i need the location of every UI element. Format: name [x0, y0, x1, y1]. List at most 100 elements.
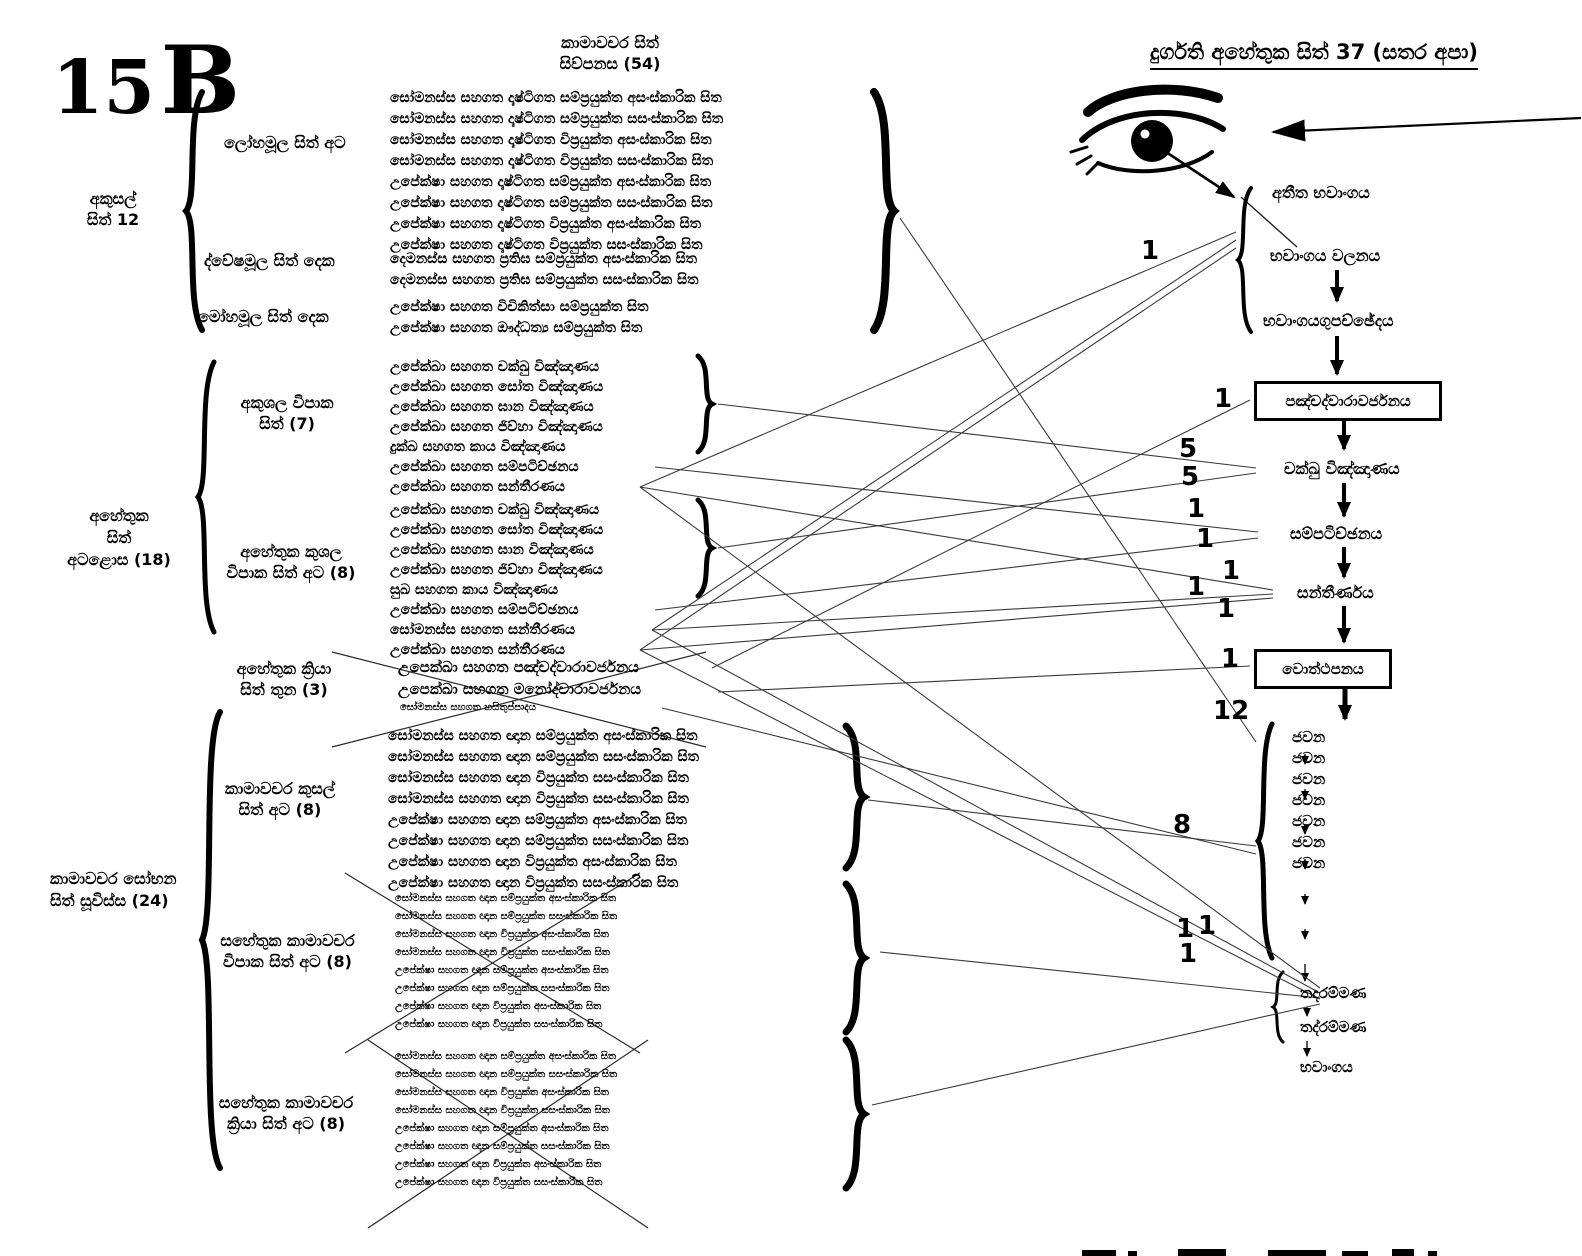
flow-node-pancadvaravajjana: පඤ්චද්වාරාවර්ජනය	[1285, 392, 1411, 410]
main-title-line1: කාමාවචර සිත්	[561, 33, 659, 52]
list-item: උපේක්ඛා සහගත චක්ඛු විඤ්ඤාණය	[390, 359, 600, 375]
list-item: උපේක්ෂා සහගත ඥාන සම්ප්‍රයුක්ත අසංස්කාරික…	[388, 812, 687, 828]
count-label: 12	[1213, 696, 1250, 726]
page-number: 15	[52, 45, 155, 131]
label-sobhana-line2: සිත් සූවිස්ස (24)	[50, 891, 169, 910]
list-item: සෝමනස්ස සහගත දෘෂ්ටිගත විප්‍රයුක්ත අසංස්ක…	[390, 132, 712, 148]
list-item: උපේක්ඛා සහගත සම්පටිච්ඡනය	[390, 459, 579, 475]
flow-node-atita-bhavanga: අතීත භවාංගය	[1272, 183, 1370, 202]
list-item: උපේක්ෂා සහගත ඥාන විප්‍රයුක්ත සසංස්කාරික …	[395, 1019, 603, 1030]
right-title: දුර්ගති අහේතුක සිත් 37 (සතර අපා)	[1150, 40, 1478, 70]
flow-box-pancadvaravajjana: පඤ්චද්වාරාවර්ජනය	[1254, 381, 1442, 421]
flow-node-bhavanga-end: භවාංගය	[1300, 1058, 1353, 1076]
label-sahetuka-vipaka-line2: විපාක සිත් අට (8)	[223, 952, 352, 971]
main-title: කාමාවචර සිත් සිව්පනස (54)	[430, 32, 790, 74]
label-akusala-vipaka-line1: අකුශල විපාක	[240, 393, 334, 412]
list-item: උපේක්ඛා සහගත සම්පටිච්ඡනය	[390, 602, 579, 618]
list-item: දෙමනස්ස සහගත ප්‍රතිඝ සම්ප්‍රයුක්ත සසංස්ක…	[390, 272, 699, 288]
flow-node-tadarammana-2: තද්රම්මණ	[1300, 1018, 1367, 1036]
eye-icon	[1069, 84, 1226, 176]
list-item-hasituppada-crossed: සෝමනස්ස සහගත හසිතුප්පාදය	[400, 702, 536, 713]
list-item: ජවන	[1292, 854, 1326, 872]
label-ahetuka-kusala-vipaka: අහේතුක කුශල විපාක සිත් අට (8)	[206, 541, 376, 583]
list-item: උපේක්ෂා සහගත දෘෂ්ටිගත විප්‍රයුක්ත සසංස්ක…	[390, 237, 703, 253]
list-moha: උපේක්ෂා සහගත විචිකිත්සා සම්ප්‍රයුක්ත සිත…	[390, 297, 649, 339]
flow-node-bhavanga-calana: භවාංගය වලනය	[1270, 246, 1381, 265]
count-label: 1	[1179, 939, 1198, 969]
list-akusala-vipaka: උපේක්ඛා සහගත චක්ඛු විඤ්ඤාණය උපේක්ඛා සහගත …	[390, 357, 603, 497]
count-label: 5	[1181, 462, 1200, 492]
count-label: 1	[1141, 236, 1160, 266]
list-item: සෝමනස්ස සහගත ඥාන විප්‍රයුක්ත සසංස්කාරික …	[388, 791, 689, 807]
count-label: 1	[1221, 644, 1240, 674]
list-item: උපේක්ෂා සහගත ඥාන විප්‍රයුක්ත සසංස්කාරික …	[388, 875, 679, 891]
flow-node-santirana: සන්තීර්ණය	[1297, 583, 1374, 602]
label-akusal: අකුසල් සිත් 12	[58, 188, 168, 230]
list-kusal8: සෝමනස්ස සහගත ඥාන සම්ප්‍රයුක්ත අසංස්කාරික…	[388, 726, 699, 894]
page-label: 15 B	[52, 26, 240, 136]
list-item: උපේක්ඛා සහගත සෝත විඤ්ඤාණය	[390, 379, 604, 395]
list-item: උපේක්ඛා සහගත සෝත විඤ්ඤාණය	[390, 522, 604, 538]
count-label: 8	[1173, 810, 1192, 840]
list-item: දෙමනස්ස සහගත ප්‍රතිඝ සම්ප්‍රයුක්ත අසංස්ක…	[390, 251, 698, 267]
count-label: 1	[1222, 556, 1241, 586]
list-item: උපෙක්ඛා සහගත මනෝද්වාරාවර්ජනය	[398, 680, 642, 698]
cutoff-text-fragment	[1082, 1249, 1437, 1256]
list-item: උපේක්ඛා සහගත ඝාන විඤ්ඤාණය	[390, 542, 594, 558]
list-item: උපේක්ඛා සහගත ඝාන විඤ්ඤාණය	[390, 399, 594, 415]
list-item: උපේක්ඛා සහගත චක්ඛු විඤ්ඤාණය	[390, 502, 600, 518]
list-item: සෝමනස්ස සහගත ඥාන සම්ප්‍රයුක්ත සසංස්කාරික…	[395, 1069, 618, 1080]
eye-to-process-arrow	[1165, 150, 1236, 199]
connector-lines	[639, 217, 1321, 1106]
list-item: දුක්ඛ සහගත කාය විඤ්ඤාණය	[390, 439, 566, 455]
label-ahetuka-kriya-line2: සිත් තුන (3)	[240, 680, 328, 699]
list-item: උපේක්ෂා සහගත ඥාන විප්‍රයුක්ත අසංස්කාරික …	[388, 854, 677, 870]
label-akusal-line1: අකුසල්	[89, 189, 137, 208]
list-item: සුඛ සහගත කාය විඤ්ඤාණය	[390, 582, 559, 598]
list-item: උපේක්ෂා සහගත දෘෂ්ටිගත විප්‍රයුක්ත අසංස්ක…	[390, 216, 702, 232]
label-moha: මෝහමූල සිත් දෙක	[198, 307, 329, 326]
list-item: උපේක්ෂා සහගත ඥාන සම්ප්‍රයුක්ත සසංස්කාරික…	[395, 1141, 610, 1152]
label-akusala-vipaka: අකුශල විපාක සිත් (7)	[222, 392, 352, 434]
count-label: 1	[1196, 524, 1215, 554]
list-item: සෝමනස්ස සහගත ඥාන සම්ප්‍රයුක්ත අසංස්කාරික…	[388, 728, 698, 744]
list-item: උපේක්ෂා සහගත විචිකිත්සා සම්ප්‍රයුක්ත සිත	[390, 299, 649, 315]
page-letter: B	[160, 26, 241, 136]
count-label: 5	[1179, 434, 1198, 464]
list-item: සෝමනස්ස සහගත සන්තීරණය	[390, 622, 576, 638]
count-label: 1	[1187, 572, 1206, 602]
braces	[182, 88, 1285, 1192]
label-akusal-line2: සිත් 12	[86, 210, 140, 229]
list-item: උපේක්ෂා සහගත ඥාන සම්ප්‍රයුක්ත සසංස්කාරික…	[388, 833, 689, 849]
list-item: උපේක්ෂා සහගත දෘෂ්ටිගත සම්ප්‍රයුක්ත අසංස්…	[390, 174, 712, 190]
label-sahetuka-kriya-line2: ක්‍රියා සිත් අට (8)	[226, 1114, 346, 1133]
list-item: ජවන	[1292, 791, 1326, 809]
list-item: ජවන	[1292, 833, 1326, 851]
list-item: සෝමනස්ස සහගත ඥාන සම්ප්‍රයුක්ත සසංස්කාරික…	[388, 749, 699, 765]
list-item: උපේක්ෂා සහගත ඥාන සම්ප්‍රයුක්ත සසංස්කාරික…	[395, 983, 610, 994]
label-sahetuka-vipaka: සහේතුක කාමාවචර විපාක සිත් අට (8)	[200, 930, 375, 972]
list-item: උපේක්ඛා සහගත සන්තීරණය	[390, 479, 565, 495]
list-item: උපෙක්ඛා සහගත පඤ්චද්වාරාවර්ජනය	[398, 658, 639, 676]
flow-javana-list: ජවන ජවන ජවන ජවන ජවන ජවන ජවන	[1292, 727, 1325, 874]
count-label: 1	[1187, 494, 1206, 524]
label-dvesha: ද්වේෂමූල සිත් දෙක	[204, 251, 335, 270]
list-item: උපේක්ෂා සහගත ඥාන විප්‍රයුක්ත අසංස්කාරික …	[395, 1159, 602, 1170]
label-ahetuka-kusala-vipaka-line2: විපාක සිත් අට (8)	[226, 563, 356, 582]
list-item: සෝමනස්ස සහගත ඥාන විප්‍රයුක්ත සසංස්කාරික …	[395, 947, 610, 958]
list-item: සෝමනස්ස සහගත ඥාන විප්‍රයුක්ත සසංස්කාරික …	[388, 770, 689, 786]
flow-node-bhavanga-upaccheda: භවාංගයගුපච්ඡේදය	[1263, 311, 1394, 330]
list-dvesha: දෙමනස්ස සහගත ප්‍රතිඝ සම්ප්‍රයුක්ත අසංස්ක…	[390, 249, 698, 291]
list-item: ජවන	[1292, 749, 1326, 767]
label-ahetuka: අහේතුක සිත් අටළොස (18)	[52, 505, 186, 571]
label-sahetuka-kriya-line1: සහේතුක කාමාවචර	[218, 1093, 354, 1112]
label-kusal8-line1: කාමාවචර කුසල්	[225, 779, 335, 798]
list-item: උපේක්ඛා සහගත සන්තීරණය	[390, 642, 565, 658]
label-sobhana-line1: කාමාවචර සෝභන	[50, 869, 177, 888]
list-item: උපේක්ෂා සහගත ඥාන සම්ප්‍රයුක්ත අසංස්කාරික…	[395, 1123, 609, 1134]
list-sahetuka-kriya-crossed: සෝමනස්ස සහගත ඥාන සම්ප්‍රයුක්ත අසංස්කාරික…	[395, 1048, 617, 1192]
list-item: ජවන	[1292, 770, 1326, 788]
list-item: සෝමනස්ස සහගත දෘෂ්ටිගත විප්‍රයුක්ත සසංස්ක…	[390, 153, 714, 169]
list-item: සෝමනස්ස සහගත ඥාන සම්ප්‍රයුක්ත සසංස්කාරික…	[395, 911, 618, 922]
